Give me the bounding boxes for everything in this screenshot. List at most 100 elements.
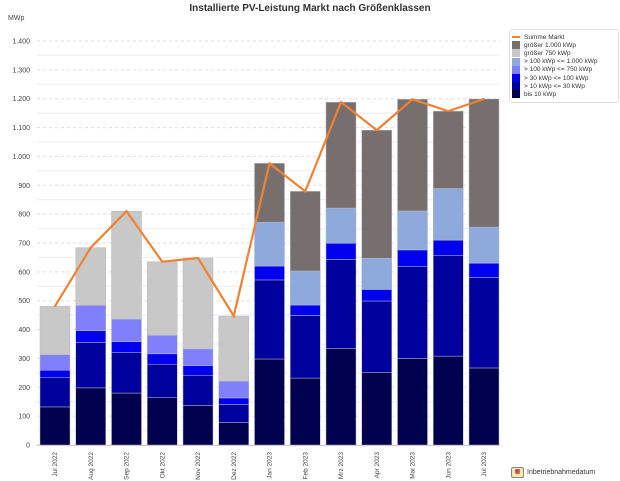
legend-item[interactable]: > 10 kWp <= 30 kWp <box>512 82 616 91</box>
legend-label: größer 1.000 kWp <box>524 41 577 49</box>
line-point <box>268 162 271 165</box>
bar-segment <box>75 247 106 306</box>
calendar-icon: ▦ <box>511 467 524 478</box>
bar-segment <box>325 207 357 244</box>
line-point <box>375 129 378 132</box>
x-tick-label: Nov 2022 <box>195 452 202 480</box>
bar-segment <box>361 258 392 290</box>
bar-segment <box>182 405 214 446</box>
bar-segment <box>290 304 321 316</box>
bar-segment <box>290 270 321 306</box>
line-point <box>411 98 414 101</box>
legend-swatch <box>512 36 520 39</box>
bar-segment <box>39 406 71 446</box>
legend-swatch <box>512 41 520 50</box>
bar-segment <box>218 404 249 423</box>
bar-segment <box>111 341 142 353</box>
y-tick-label: 700 <box>18 241 30 248</box>
legend-swatch <box>512 65 520 74</box>
legend-swatch <box>512 74 520 83</box>
legend-item[interactable]: größer 750 kWp <box>512 49 616 58</box>
x-tick-label: Jun 2023 <box>445 452 452 479</box>
bar-segment <box>254 221 285 267</box>
bar-segment <box>397 266 428 359</box>
bar-segment <box>111 211 142 320</box>
legend-item[interactable]: > 100 kWp <= 750 kWp <box>512 65 616 74</box>
bar-segment <box>468 262 500 278</box>
x-axis-title[interactable]: ▦ Inbetriebnahmedatum <box>511 467 595 478</box>
y-tick-label: 600 <box>18 269 30 276</box>
bar-segment <box>325 259 357 349</box>
bar-segment <box>147 353 178 365</box>
bar-segment <box>182 375 214 406</box>
bar-segment <box>39 305 71 355</box>
bar-segment <box>218 380 249 399</box>
legend-swatch <box>512 82 520 91</box>
y-tick-label: 300 <box>18 356 30 363</box>
bar-segment <box>290 315 321 379</box>
bar-segment <box>325 243 357 260</box>
x-axis-label: Inbetriebnahmedatum <box>527 469 596 476</box>
x-tick-label: Jul 2022 <box>52 452 59 477</box>
legend-item[interactable]: größer 1.000 kWp <box>512 41 616 50</box>
line-point <box>447 110 450 113</box>
bar-segment <box>361 289 392 302</box>
legend-item[interactable]: Summe Markt <box>512 33 616 41</box>
bar-segment <box>325 101 357 209</box>
line-point <box>197 257 199 260</box>
bar-segment <box>75 305 106 331</box>
bar-segment <box>182 365 214 376</box>
bar-segment <box>433 355 464 446</box>
y-tick-label: 1.400 <box>12 39 30 46</box>
bar-segment <box>468 367 500 446</box>
y-tick-label: 200 <box>18 385 30 392</box>
bar-segment <box>397 358 428 446</box>
legend-item[interactable]: > 100 kWp <= 1.000 kWp <box>512 57 616 66</box>
chart-title: Installierte PV-Leistung Markt nach Größ… <box>189 3 431 14</box>
bar-segment <box>147 363 178 398</box>
x-tick-label: Okt 2022 <box>159 452 166 479</box>
bar-segment <box>75 342 106 389</box>
bar-segment <box>433 239 464 256</box>
y-tick-label: 1.300 <box>12 67 30 74</box>
line-point <box>232 315 235 318</box>
bar-segment <box>468 226 500 264</box>
bar-segment <box>111 318 142 342</box>
legend-item[interactable]: bis 10 kWp <box>512 90 616 99</box>
bar-segment <box>218 397 249 405</box>
x-tick-label: Aug 2022 <box>88 452 95 480</box>
y-tick-label: 1.000 <box>12 154 30 161</box>
bar-segment <box>39 377 71 408</box>
line-point <box>483 98 485 101</box>
legend: Summe Markt größer 1.000 kWp größer 750 kW… <box>509 29 619 103</box>
legend-label: bis 10 kWp <box>524 90 557 98</box>
x-tick-label: Dez 2022 <box>231 452 238 480</box>
y-tick-label: 800 <box>18 212 30 219</box>
x-tick-label: Jan 2023 <box>267 452 274 479</box>
bar-segment <box>433 188 464 241</box>
line-point <box>161 260 164 263</box>
y-tick-label: 500 <box>18 298 30 305</box>
x-tick-label: Sep 2022 <box>124 452 131 480</box>
y-tick-label: 100 <box>18 414 30 421</box>
bar-segment <box>254 163 285 223</box>
bar-segment <box>75 330 106 343</box>
legend-item[interactable]: > 30 kWp <= 100 kWp <box>512 74 616 83</box>
line-point <box>125 210 128 213</box>
bar-segment <box>468 98 500 228</box>
bar-segment <box>75 387 106 446</box>
bar-segment <box>397 210 428 251</box>
legend-swatch <box>512 57 520 66</box>
legend-label: > 30 kWp <= 100 kWp <box>524 74 589 82</box>
bar-segment <box>182 257 214 350</box>
bar-segment <box>254 265 285 281</box>
y-tick-label: 400 <box>18 327 30 334</box>
legend-swatch <box>512 49 520 58</box>
bar-segment <box>397 99 428 212</box>
bar-segment <box>147 335 178 355</box>
legend-label: größer 750 kWp <box>524 49 571 57</box>
bar-segment <box>147 397 178 446</box>
line-point <box>340 101 342 104</box>
